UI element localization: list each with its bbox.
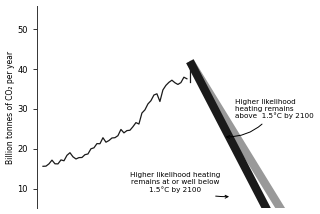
Y-axis label: Billion tonnes of CO₂ per year: Billion tonnes of CO₂ per year [5,51,14,163]
Text: Higher likelihood
heating remains
above  1.5°C by 2100: Higher likelihood heating remains above … [227,99,314,138]
Text: Higher likelihood heating
remains at or well below
1.5°C by 2100: Higher likelihood heating remains at or … [130,172,228,198]
